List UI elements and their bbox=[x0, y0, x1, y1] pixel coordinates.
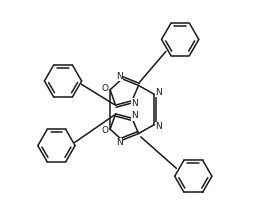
Text: N: N bbox=[155, 122, 162, 131]
Text: O: O bbox=[102, 84, 109, 93]
Text: N: N bbox=[155, 88, 162, 97]
Text: N: N bbox=[116, 72, 123, 81]
Text: N: N bbox=[131, 111, 138, 120]
Text: O: O bbox=[102, 126, 109, 135]
Text: N: N bbox=[131, 99, 138, 108]
Text: N: N bbox=[116, 138, 123, 147]
